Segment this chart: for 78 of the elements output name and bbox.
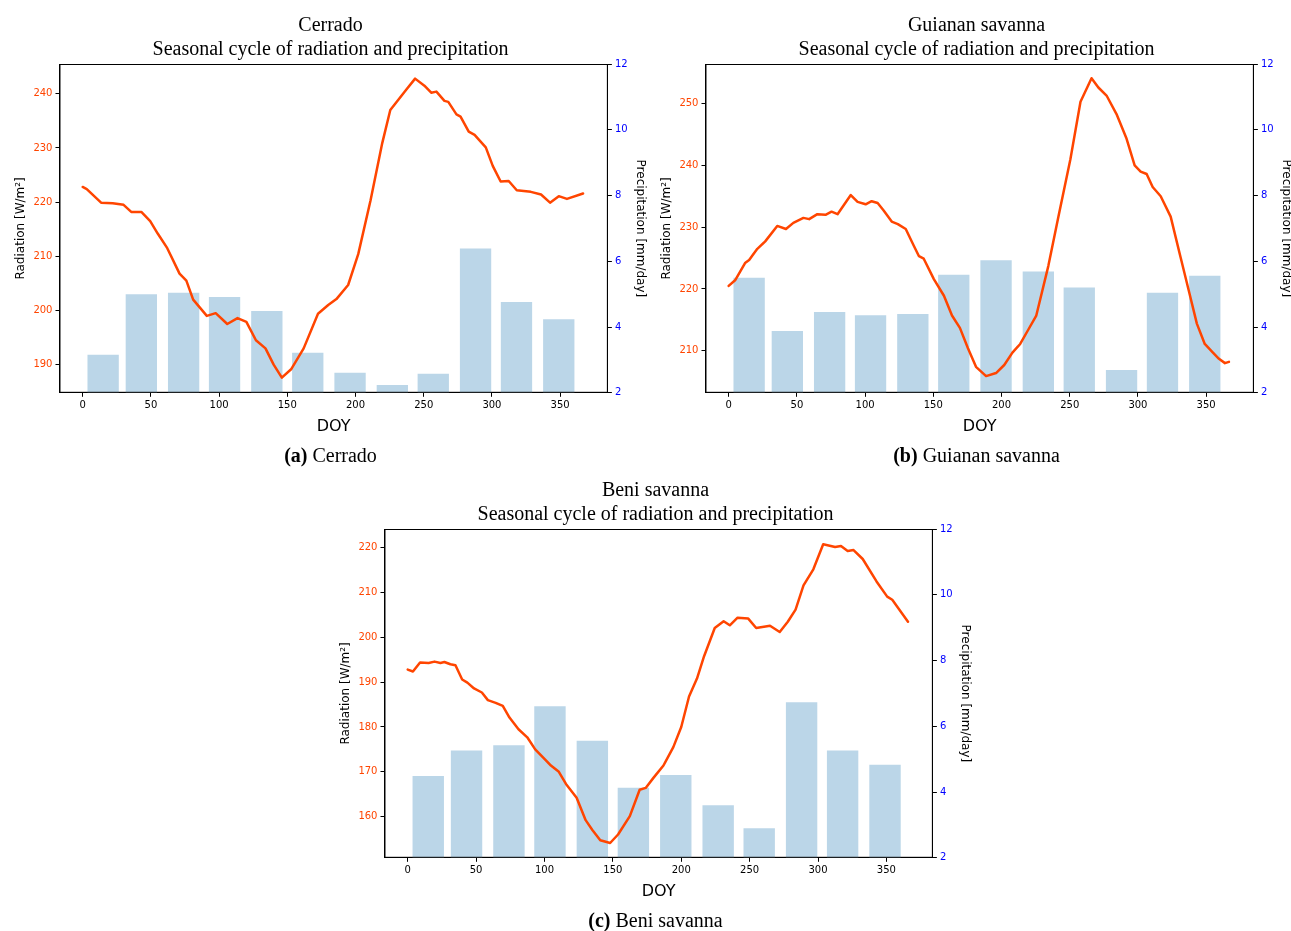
x-tick-label: 250 bbox=[414, 399, 434, 411]
x-tick-label: 350 bbox=[1196, 399, 1216, 411]
y2-tick-label: 10 bbox=[939, 588, 953, 600]
y2-tick-label: 4 bbox=[614, 320, 622, 332]
chart-subtitle: Seasonal cycle of radiation and precipitation bbox=[152, 37, 509, 61]
y-tick-label: 200 bbox=[33, 304, 53, 316]
chart-subtitle: Seasonal cycle of radiation and precipitation bbox=[798, 37, 1155, 61]
y2-tick-label: 12 bbox=[939, 522, 953, 534]
x-tick-label: 200 bbox=[671, 864, 691, 876]
y-tick-label: 210 bbox=[679, 344, 699, 356]
x-tick-label: 150 bbox=[603, 864, 623, 876]
x-tick-label: 100 bbox=[534, 864, 555, 876]
y-axis-title: Radiation [W/m²] bbox=[338, 642, 353, 745]
y-tick-label: 160 bbox=[358, 810, 378, 822]
x-tick-label: 250 bbox=[740, 864, 760, 876]
y2-tick-label: 8 bbox=[614, 189, 622, 201]
x-tick-label: 150 bbox=[277, 399, 297, 411]
y2-tick-label: 8 bbox=[939, 654, 947, 666]
y-tick-label: 210 bbox=[358, 586, 378, 598]
text: (c) Beni savanna bbox=[588, 909, 723, 931]
x-tick-label: 50 bbox=[469, 864, 483, 876]
text: (a) Cerrado bbox=[284, 444, 377, 466]
x-tick-label: 300 bbox=[1128, 399, 1148, 411]
y-tick-label: 220 bbox=[33, 195, 53, 207]
y2-tick-label: 8 bbox=[1260, 189, 1268, 201]
y-tick-label: 190 bbox=[33, 358, 53, 370]
x-tick-label: 150 bbox=[923, 399, 943, 411]
y-tick-label: 170 bbox=[358, 765, 378, 777]
x-tick-label: 200 bbox=[345, 399, 366, 411]
y2-tick-label: 2 bbox=[939, 851, 947, 863]
x-tick-label: 0 bbox=[79, 399, 86, 411]
y-axis-title: Radiation [W/m²] bbox=[13, 177, 28, 280]
y-tick-label: 230 bbox=[33, 141, 53, 153]
y2-axis-title: Precipitation [mm/day] bbox=[633, 159, 648, 298]
y-tick-label: 220 bbox=[358, 541, 378, 553]
y-tick-label: 250 bbox=[679, 97, 699, 109]
chart-title: Cerrado bbox=[298, 13, 363, 36]
x-axis-title: DOY bbox=[962, 415, 997, 435]
x-tick-label: 200 bbox=[991, 399, 1012, 411]
y2-tick-label: 4 bbox=[1260, 320, 1268, 332]
y2-tick-label: 4 bbox=[939, 785, 947, 797]
y-tick-label: 190 bbox=[358, 675, 378, 687]
y2-axis-title: Precipitation [mm/day] bbox=[958, 624, 973, 763]
x-tick-label: 300 bbox=[808, 864, 828, 876]
x-axis-title: DOY bbox=[641, 880, 676, 900]
y-tick-label: 240 bbox=[33, 87, 53, 99]
y-tick-label: 240 bbox=[679, 158, 699, 170]
y2-axis-title: Precipitation [mm/day] bbox=[1279, 159, 1291, 298]
y-tick-label: 220 bbox=[679, 282, 699, 294]
y-tick-label: 180 bbox=[358, 720, 378, 732]
x-tick-label: 50 bbox=[144, 399, 158, 411]
x-tick-label: 100 bbox=[209, 399, 229, 411]
x-tick-label: 0 bbox=[725, 399, 732, 411]
x-tick-label: 300 bbox=[482, 399, 502, 411]
y-tick-label: 210 bbox=[33, 249, 53, 261]
x-tick-label: 0 bbox=[404, 864, 411, 876]
x-tick-label: 100 bbox=[855, 399, 875, 411]
chart-title: Guianan savanna bbox=[907, 13, 1046, 36]
x-tick-label: 50 bbox=[790, 399, 804, 411]
x-tick-label: 350 bbox=[876, 864, 896, 876]
y2-tick-label: 12 bbox=[614, 57, 628, 69]
y2-tick-label: 10 bbox=[1260, 123, 1274, 135]
y-axis-title: Radiation [W/m²] bbox=[659, 177, 674, 280]
x-tick-label: 250 bbox=[1060, 399, 1080, 411]
y-tick-label: 230 bbox=[679, 220, 699, 232]
text: (b) Guianan savanna bbox=[893, 444, 1060, 466]
y2-tick-label: 6 bbox=[614, 254, 622, 266]
x-tick-label: 350 bbox=[550, 399, 570, 411]
y2-tick-label: 2 bbox=[1260, 386, 1268, 398]
chart-subtitle: Seasonal cycle of radiation and precipitation bbox=[477, 502, 834, 526]
y2-tick-label: 6 bbox=[939, 719, 947, 731]
chart-title: Beni savanna bbox=[601, 478, 710, 501]
y2-tick-label: 6 bbox=[1260, 254, 1268, 266]
x-axis-title: DOY bbox=[316, 415, 351, 435]
y2-tick-label: 10 bbox=[614, 123, 628, 135]
y2-tick-label: 12 bbox=[1260, 57, 1274, 69]
y-tick-label: 200 bbox=[358, 631, 378, 642]
y2-tick-label: 2 bbox=[614, 386, 622, 398]
